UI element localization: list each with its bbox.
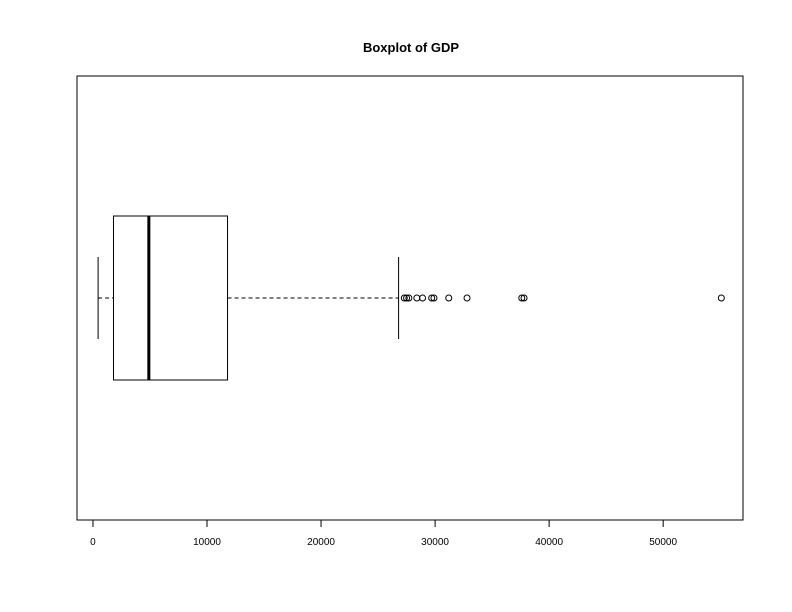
outlier-point	[520, 294, 528, 302]
outlier-point	[518, 294, 526, 302]
outlier-point	[463, 294, 471, 302]
x-tick-label: 30000	[421, 537, 449, 548]
x-tick-label: 10000	[193, 537, 221, 548]
outlier-point	[445, 294, 453, 302]
x-tick-label: 40000	[535, 537, 563, 548]
outlier-point	[413, 294, 421, 302]
outlier-group	[400, 294, 725, 302]
box-group	[97, 215, 400, 381]
outlier-point	[405, 294, 413, 302]
outlier-point	[419, 294, 427, 302]
outlier-point	[717, 294, 725, 302]
x-tick-label: 20000	[307, 537, 335, 548]
x-tick-label: 0	[90, 537, 96, 548]
outlier-point	[400, 294, 408, 302]
chart-title: Boxplot of GDP	[363, 40, 459, 55]
outlier-point	[430, 294, 438, 302]
outlier-point	[403, 294, 411, 302]
x-axis: 0 10000 20000 30000 40000 50000	[90, 519, 678, 548]
outlier-point	[428, 294, 436, 302]
x-tick-label: 50000	[649, 537, 677, 548]
iqr-box	[112, 215, 229, 381]
